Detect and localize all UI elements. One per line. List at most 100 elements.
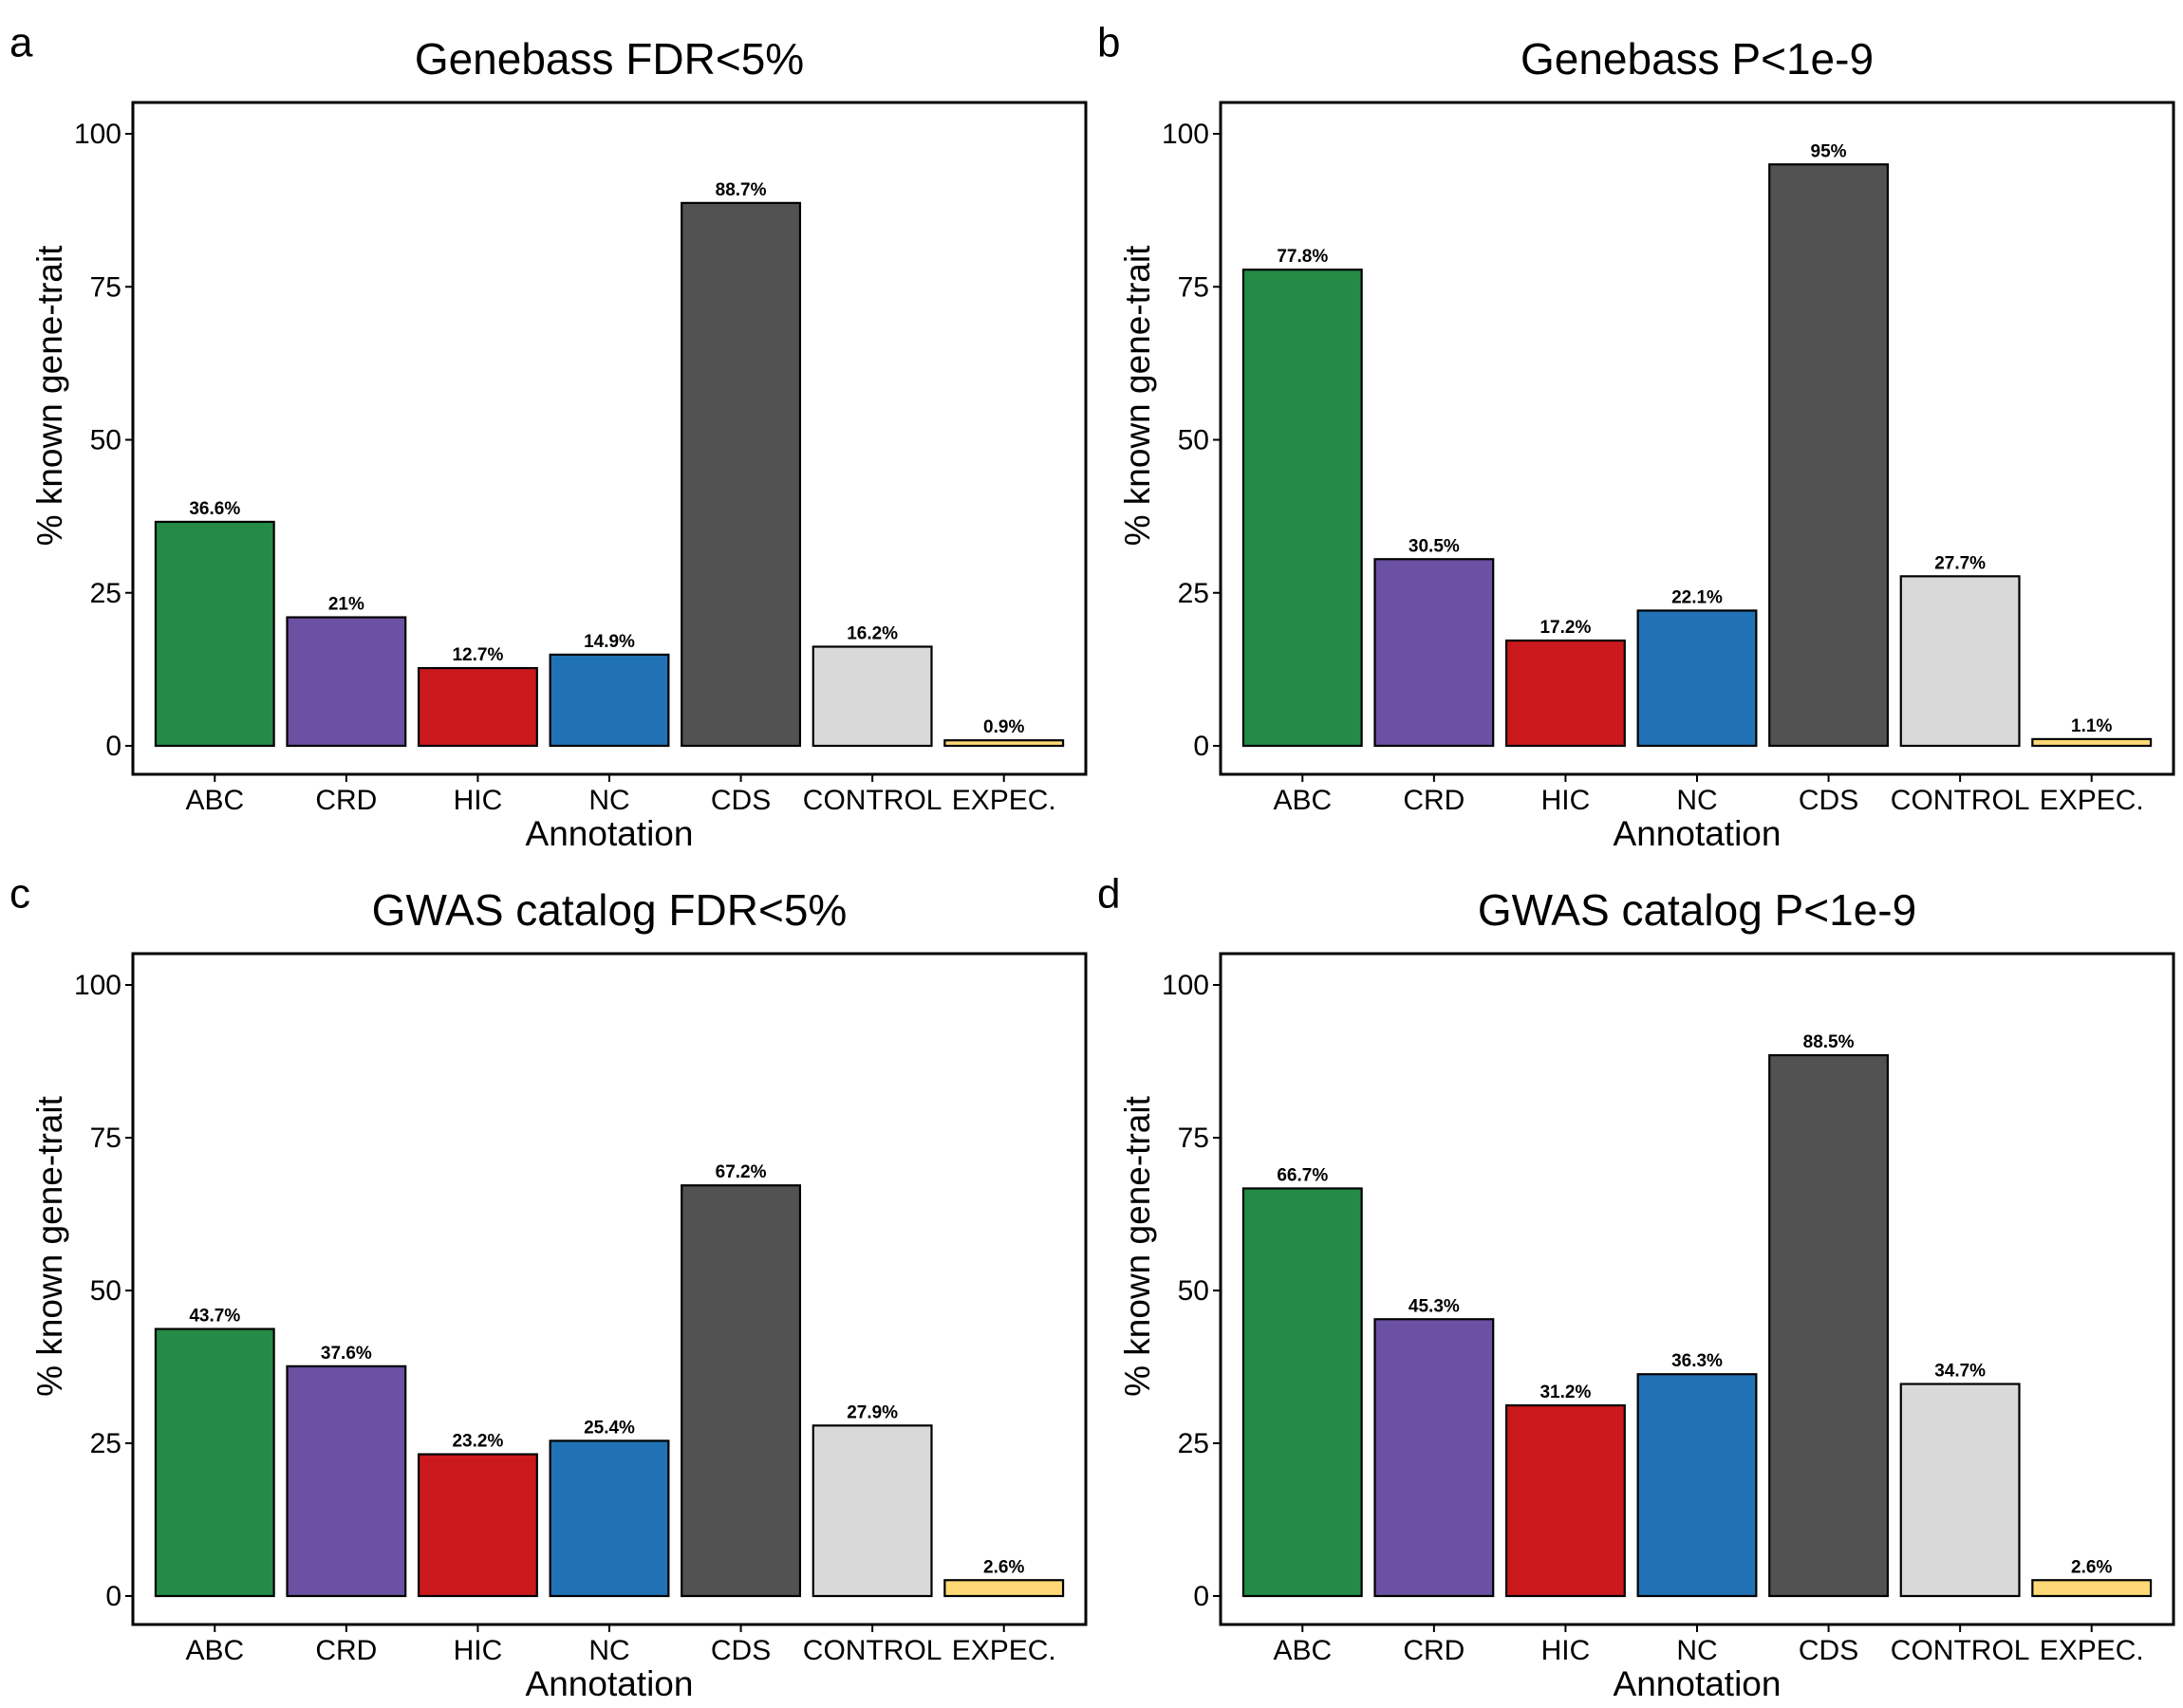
x-tick-label: CDS (711, 1635, 771, 1666)
bar-hic (1504, 639, 1626, 748)
chart-panel-a: a Genebass FDR<5% 0 25 50 75 100 36.6% ABC 21% CRD… (9, 20, 1088, 853)
x-tick-label: EXPEC. (952, 785, 1056, 816)
bar-abc (154, 1327, 275, 1598)
data-label: 14.9% (584, 632, 635, 652)
x-tick-label: NC (1676, 1635, 1717, 1666)
data-label: 27.7% (1934, 553, 1986, 573)
data-label: 21% (328, 595, 364, 615)
x-tick-label: CRD (315, 785, 377, 816)
data-label: 37.6% (321, 1344, 372, 1364)
y-tick-label: 100 (1162, 970, 1209, 1001)
y-tick-label: 25 (90, 578, 121, 609)
x-tick-label: ABC (185, 1635, 244, 1666)
y-tick-label: 75 (90, 1123, 121, 1154)
chart-panel-c: c GWAS catalog FDR<5% 0 25 50 75 100 43.7% ABC 37… (9, 871, 1088, 1703)
x-axis-label: Annotation (1614, 1664, 1782, 1703)
y-tick-label: 25 (1178, 1428, 1209, 1459)
x-tick-label: EXPEC. (952, 1635, 1056, 1666)
y-tick-label: 100 (74, 119, 121, 150)
bar-control (812, 1424, 933, 1598)
bar-cds (1768, 1053, 1890, 1598)
chart-title: GWAS catalog FDR<5% (372, 885, 848, 935)
bar-nc (549, 1439, 670, 1598)
y-tick-label: 0 (105, 731, 121, 762)
chart-panel-d: d GWAS catalog P<1e-9 0 25 50 75 100 66.7% ABC 45… (1097, 871, 2175, 1703)
x-axis-label: Annotation (526, 1664, 694, 1703)
data-label: 36.6% (189, 499, 240, 519)
y-tick-label: 0 (105, 1581, 121, 1612)
y-tick-label: 0 (1193, 731, 1209, 762)
x-tick-label: CONTROL (803, 785, 942, 816)
x-tick-label: EXPEC. (2040, 1635, 2144, 1666)
chart-title: Genebass FDR<5% (415, 34, 804, 84)
data-label: 45.3% (1409, 1296, 1460, 1316)
plot-frame (131, 952, 1088, 1626)
x-tick-label: HIC (454, 785, 503, 816)
data-label: 27.9% (847, 1402, 898, 1422)
data-label: 77.8% (1277, 247, 1328, 267)
data-label: 22.1% (1671, 587, 1723, 607)
bar-hic (417, 666, 538, 748)
bar-hic (417, 1453, 538, 1598)
data-label: 95% (1811, 141, 1847, 161)
y-tick-label: 50 (90, 1275, 121, 1307)
data-label: 31.2% (1539, 1383, 1591, 1402)
bar-expec (2031, 737, 2153, 748)
chart-panel-b: b Genebass P<1e-9 0 25 50 75 100 77.8% ABC 30.5% C… (1097, 20, 2175, 853)
bar-crd (1373, 1318, 1495, 1598)
x-axis-label: Annotation (1614, 814, 1782, 853)
bar-control (1899, 1383, 2021, 1598)
data-label: 88.5% (1803, 1032, 1855, 1052)
data-label: 25.4% (584, 1418, 635, 1438)
bar-abc (1241, 1187, 1363, 1598)
x-axis-label: Annotation (526, 814, 694, 853)
y-tick-label: 50 (90, 425, 121, 456)
x-tick-label: CDS (1799, 785, 1858, 816)
data-label: 2.6% (2071, 1557, 2112, 1577)
data-label: 16.2% (847, 624, 898, 644)
bar-abc (154, 520, 275, 748)
bar-nc (1636, 1373, 1758, 1598)
panel-letter: c (9, 871, 30, 918)
bar-hic (1504, 1403, 1626, 1598)
x-tick-label: NC (588, 785, 629, 816)
data-label: 30.5% (1409, 536, 1460, 556)
data-label: 66.7% (1277, 1165, 1328, 1185)
x-tick-label: HIC (454, 1635, 503, 1666)
bar-control (1899, 575, 2021, 748)
x-tick-label: CRD (315, 1635, 377, 1666)
x-tick-label: NC (588, 1635, 629, 1666)
data-label: 17.2% (1539, 618, 1591, 638)
data-label: 0.9% (983, 717, 1024, 737)
data-label: 88.7% (716, 180, 767, 200)
x-tick-label: CONTROL (803, 1635, 942, 1666)
y-tick-label: 75 (90, 271, 121, 303)
bar-cds (681, 1184, 802, 1598)
bar-nc (1636, 609, 1758, 748)
x-tick-label: HIC (1541, 1635, 1591, 1666)
x-tick-label: ABC (1273, 785, 1332, 816)
y-tick-label: 50 (1178, 425, 1209, 456)
x-tick-label: CRD (1403, 1635, 1465, 1666)
data-label: 1.1% (2071, 716, 2112, 736)
x-tick-label: CONTROL (1891, 1635, 2030, 1666)
bar-abc (1241, 269, 1363, 748)
x-tick-label: CONTROL (1891, 785, 2030, 816)
bar-cds (681, 201, 802, 748)
plot-frame (1219, 101, 2175, 776)
chart-title: Genebass P<1e-9 (1521, 34, 1874, 84)
plot-frame (1219, 952, 2175, 1626)
panel-letter: d (1097, 871, 1120, 918)
panel-letter: a (9, 20, 33, 66)
bar-nc (549, 653, 670, 748)
y-tick-label: 50 (1178, 1275, 1209, 1307)
chart-title: GWAS catalog P<1e-9 (1478, 885, 1916, 935)
x-tick-label: ABC (1273, 1635, 1332, 1666)
x-tick-label: CDS (711, 785, 771, 816)
bar-expec (943, 739, 1065, 748)
bar-cds (1768, 163, 1890, 748)
data-label: 23.2% (452, 1432, 503, 1452)
y-axis-label: % known gene-trait (30, 1095, 69, 1396)
x-tick-label: CDS (1799, 1635, 1858, 1666)
